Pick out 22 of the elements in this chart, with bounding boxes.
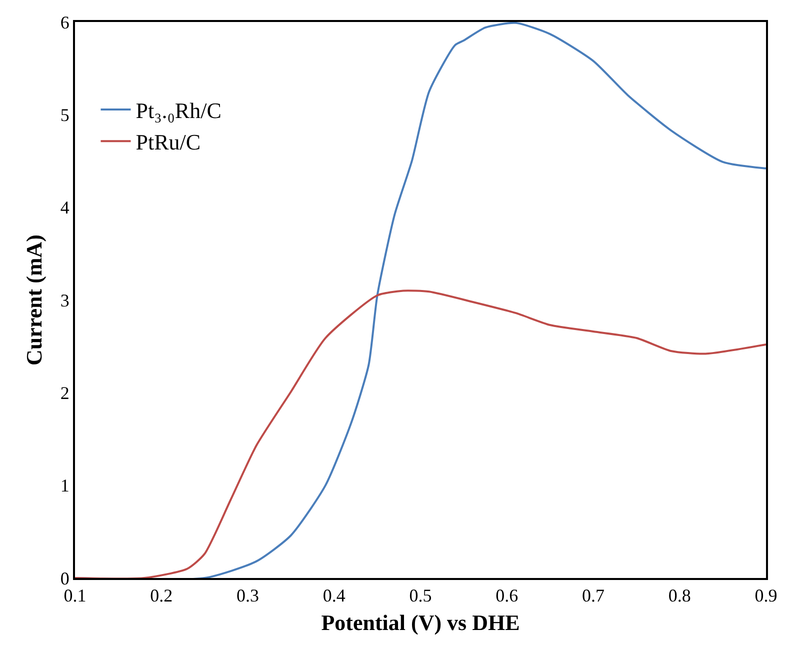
x-tick-label: 0.4 bbox=[322, 586, 346, 606]
x-tick-label: 0.7 bbox=[582, 586, 604, 606]
x-tick-label: 0.3 bbox=[236, 586, 259, 606]
y-tick-label: 6 bbox=[60, 12, 70, 32]
y-tick-label: 5 bbox=[60, 104, 70, 125]
y-tick-label: 4 bbox=[60, 198, 70, 218]
x-axis-title: Potential (V) vs DHE bbox=[321, 610, 520, 635]
y-tick-label: 1 bbox=[60, 476, 70, 496]
line-series bbox=[75, 290, 766, 578]
line-series bbox=[75, 22, 766, 578]
y-axis-title: Current (mA) bbox=[22, 234, 47, 366]
x-tick-label: 0.9 bbox=[754, 586, 778, 606]
legend-label: PtRu/C bbox=[136, 130, 201, 155]
x-tick-label: 0.8 bbox=[668, 586, 691, 606]
y-tick-label: 2 bbox=[60, 382, 70, 403]
y-tick-label: 0 bbox=[60, 568, 70, 588]
x-tick-label: 0.2 bbox=[150, 586, 173, 606]
x-tick-label: 0.5 bbox=[409, 586, 432, 606]
y-tick-label: 3 bbox=[60, 290, 70, 310]
x-tick-label: 0.1 bbox=[64, 586, 86, 606]
legend-label: Pt₃.₀Rh/C bbox=[136, 98, 222, 124]
x-tick-label: 0.6 bbox=[496, 586, 518, 606]
